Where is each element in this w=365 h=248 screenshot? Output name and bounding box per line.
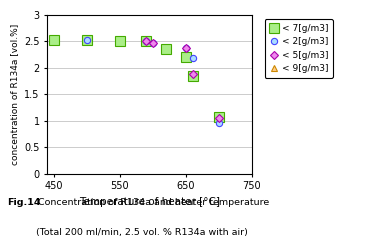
< 2[g/m3] — [151, 41, 155, 44]
< 5[g/m3] — [151, 41, 155, 44]
Line: < 7[g/m3]: < 7[g/m3] — [50, 36, 223, 122]
Legend: < 7[g/m3], < 2[g/m3], < 5[g/m3], < 9[g/m3]: < 7[g/m3], < 2[g/m3], < 5[g/m3], < 9[g/m… — [265, 19, 333, 78]
< 7[g/m3] — [184, 56, 188, 59]
X-axis label: Temperature of heater [°C]: Temperature of heater [°C] — [79, 197, 220, 207]
Text: Fig.14: Fig.14 — [7, 198, 41, 207]
< 2[g/m3] — [144, 40, 149, 43]
< 7[g/m3] — [118, 40, 122, 43]
Line: < 2[g/m3]: < 2[g/m3] — [84, 37, 222, 126]
< 7[g/m3] — [144, 40, 149, 43]
< 2[g/m3] — [217, 122, 221, 125]
< 2[g/m3] — [190, 57, 195, 60]
Text: (Total 200 ml/min, 2.5 vol. % R134a with air): (Total 200 ml/min, 2.5 vol. % R134a with… — [36, 228, 248, 237]
Line: < 5[g/m3]: < 5[g/m3] — [143, 38, 222, 121]
< 7[g/m3] — [190, 74, 195, 77]
< 2[g/m3] — [85, 39, 89, 42]
< 7[g/m3] — [85, 39, 89, 42]
Y-axis label: concentration of R134a [vol.%]: concentration of R134a [vol.%] — [10, 24, 19, 165]
< 7[g/m3] — [52, 39, 56, 42]
< 5[g/m3] — [144, 40, 149, 43]
< 5[g/m3] — [184, 47, 188, 50]
< 2[g/m3] — [184, 47, 188, 50]
< 5[g/m3] — [217, 117, 221, 120]
< 5[g/m3] — [190, 73, 195, 76]
< 7[g/m3] — [217, 116, 221, 119]
< 7[g/m3] — [164, 48, 168, 51]
Text: Concentration of R134a and heater temperature: Concentration of R134a and heater temper… — [35, 198, 269, 207]
